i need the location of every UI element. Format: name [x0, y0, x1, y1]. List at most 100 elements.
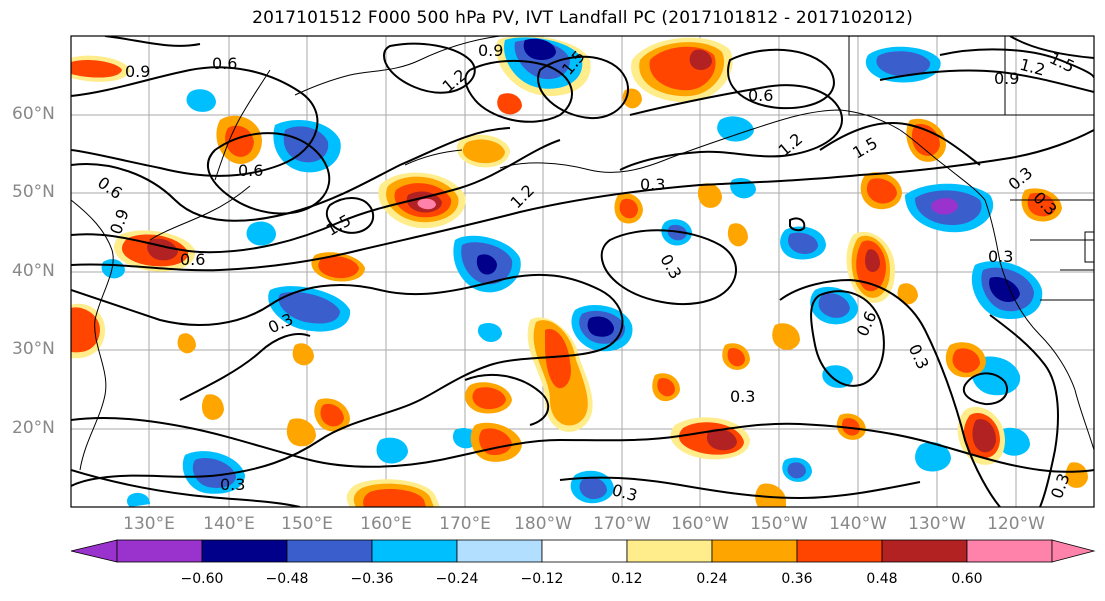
positive-anomaly-region — [318, 256, 359, 279]
negative-anomaly-region — [579, 477, 607, 500]
colorbar-segment — [1051, 539, 1096, 563]
contour-label: 0.6 — [94, 173, 126, 203]
contour-label: 0.3 — [220, 475, 245, 494]
contour-label: 1.5 — [1047, 48, 1078, 76]
lon-label: 130°W — [908, 514, 966, 534]
positive-anomaly-region — [866, 178, 897, 204]
negative-anomaly-region — [587, 316, 614, 337]
positive-anomaly-region — [286, 418, 316, 447]
negative-anomaly-region — [477, 323, 502, 342]
colorbar-segment — [796, 539, 883, 563]
negative-anomaly-region — [376, 437, 408, 464]
colorbar-segment — [70, 539, 118, 563]
colorbar-tick-label: 0.48 — [866, 571, 898, 587]
positive-anomaly-region — [497, 93, 522, 115]
contour-label: 0.6 — [748, 86, 773, 105]
negative-anomaly-region — [730, 178, 756, 199]
positive-anomaly-region — [292, 343, 314, 366]
lon-label: 140°E — [203, 514, 255, 534]
colorbar-tick-label: 0.36 — [781, 571, 813, 587]
lon-label: 160°W — [671, 514, 729, 534]
colorbar-segment — [371, 539, 458, 563]
lon-label: 150°W — [750, 514, 808, 534]
negative-anomaly-region — [476, 254, 497, 275]
lon-label: 150°E — [281, 514, 333, 534]
contour-label: 0.6 — [180, 250, 205, 269]
colorbar-tick-label: 0.12 — [611, 571, 643, 587]
lat-label: 20°N — [12, 418, 55, 438]
colorbar-segment — [881, 539, 968, 563]
colorbar — [70, 539, 1096, 563]
contour-label: 0.6 — [212, 54, 237, 73]
lat-label: 50°N — [12, 182, 55, 202]
positive-anomaly-region — [177, 333, 196, 354]
negative-anomaly-region — [717, 116, 754, 142]
contour-label: 0.3 — [640, 175, 665, 194]
lon-label: 160°E — [360, 514, 412, 534]
colorbar-segment — [541, 539, 628, 563]
positive-anomaly-region — [865, 249, 880, 272]
contour-label: 0.3 — [988, 247, 1013, 266]
lon-label: 170°W — [593, 514, 651, 534]
positive-anomaly-region — [972, 419, 996, 453]
contour-lines — [71, 36, 1094, 507]
contour-label: 0.3 — [730, 387, 755, 406]
negative-anomaly-region — [192, 457, 236, 488]
colorbar-tick-label: −0.12 — [520, 571, 564, 587]
negative-anomaly-region — [787, 462, 806, 479]
positive-anomaly-region — [911, 124, 940, 156]
positive-anomaly-region — [727, 348, 745, 367]
plot-title: 2017101512 F000 500 hPa PV, IVT Landfall… — [252, 8, 913, 28]
colorbar-tick-label: −0.60 — [180, 571, 224, 587]
negative-anomaly-region — [818, 293, 850, 318]
negative-anomaly-region — [278, 291, 340, 324]
negative-anomaly-region — [246, 221, 276, 246]
positive-anomaly-region — [201, 394, 224, 420]
lon-label: 180°W — [514, 514, 572, 534]
lon-label: 120°W — [987, 514, 1045, 534]
lat-label: 60°N — [12, 104, 55, 124]
positive-anomaly-region — [320, 403, 344, 427]
contour-label: 0.6 — [238, 161, 263, 180]
positive-anomaly-region — [755, 483, 786, 507]
negative-anomaly-region — [822, 365, 853, 388]
lat-label: 40°N — [12, 261, 55, 281]
negative-anomaly-region — [667, 224, 687, 241]
positive-anomaly-region — [1027, 192, 1056, 217]
negative-anomaly-region — [915, 442, 951, 472]
pv-shading — [71, 36, 1088, 507]
colorbar-tick-label: 0.24 — [696, 571, 728, 587]
lon-label: 170°E — [439, 514, 491, 534]
positive-anomaly-region — [772, 323, 800, 350]
map-frame — [70, 35, 1095, 508]
positive-anomaly-region — [706, 428, 737, 451]
negative-anomaly-region — [186, 89, 216, 112]
colorbar-segment — [966, 539, 1053, 563]
positive-anomaly-region — [71, 307, 100, 353]
positive-anomaly-region — [71, 59, 122, 78]
lon-label: 130°E — [123, 514, 175, 534]
positive-anomaly-region — [462, 139, 505, 164]
negative-anomaly-region — [931, 198, 958, 215]
colorbar-segment — [201, 539, 288, 563]
negative-anomaly-region — [127, 492, 150, 507]
colorbar-tick-label: −0.48 — [265, 571, 309, 587]
contour-label: 1.2 — [439, 65, 471, 96]
positive-anomaly-region — [1065, 462, 1088, 488]
contour-labels: 0.9 0.6 0.9 1.2 1.5 0.6 0.9 1.2 1.5 0.6 … — [94, 41, 1078, 505]
colorbar-segment — [456, 539, 543, 563]
positive-anomaly-region — [697, 183, 722, 208]
positive-anomaly-region — [417, 198, 436, 210]
positive-anomaly-region — [472, 387, 506, 410]
positive-anomaly-region — [619, 198, 638, 219]
contour-label: 0.3 — [905, 341, 933, 372]
negative-anomaly-region — [876, 51, 931, 77]
positive-anomaly-region — [545, 329, 571, 389]
contour-label: 0.9 — [125, 62, 150, 81]
positive-anomaly-region — [727, 223, 748, 247]
contour-label: 1.2 — [507, 181, 538, 212]
negative-anomaly-region — [788, 232, 818, 254]
contour-label: 0.9 — [994, 69, 1019, 88]
positive-anomaly-region — [897, 283, 918, 305]
